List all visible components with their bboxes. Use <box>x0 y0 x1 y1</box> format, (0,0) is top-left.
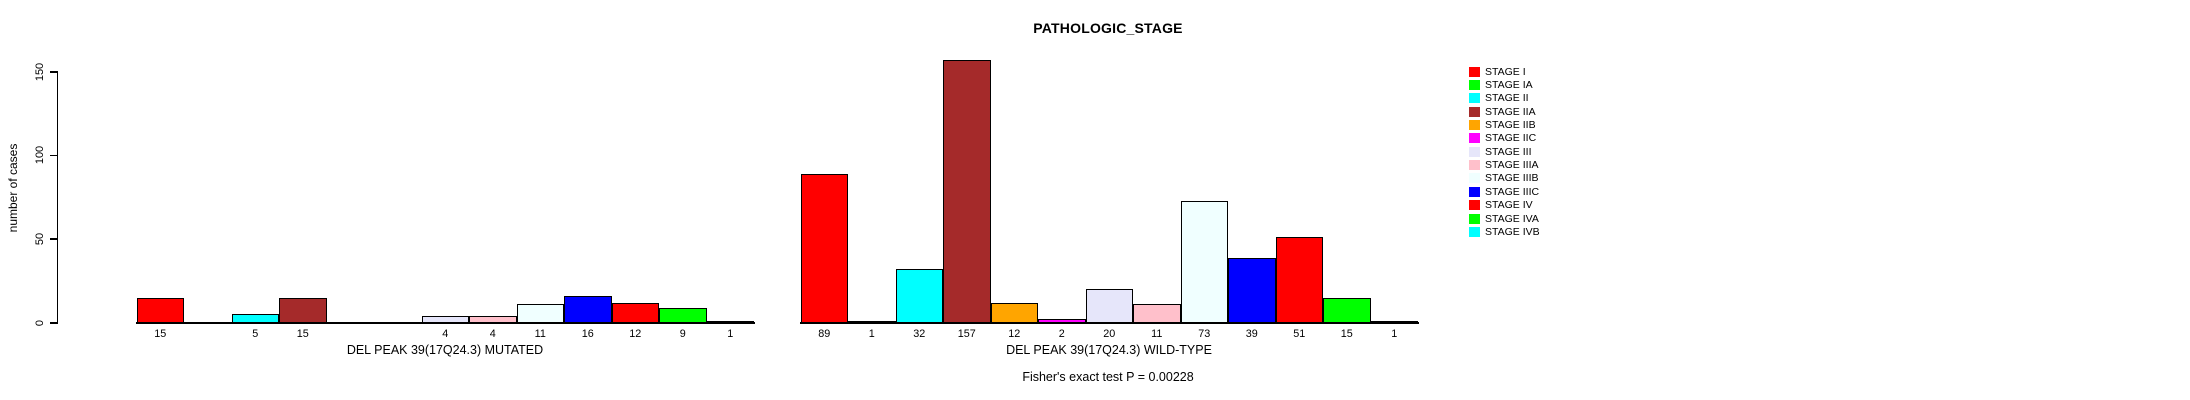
y-axis-tick-label: 150 <box>34 62 46 81</box>
bar-count-label: 15 <box>154 327 167 340</box>
bar-count-label: 16 <box>581 327 594 340</box>
bar-count-label: 157 <box>957 327 976 340</box>
bar-count-label: 15 <box>296 327 309 340</box>
bar-count-label: 11 <box>534 327 546 340</box>
bar-count-label: 73 <box>1198 327 1211 340</box>
y-axis-tick <box>49 154 57 157</box>
legend-label: STAGE IIC <box>1485 132 1537 145</box>
legend-swatch <box>1469 93 1480 104</box>
legend-swatch <box>1469 106 1480 117</box>
legend-swatch <box>1469 200 1480 211</box>
y-axis-tick-label: 50 <box>34 233 46 246</box>
chart-title: PATHOLOGIC_STAGE <box>1033 20 1183 36</box>
bar-count-label: 12 <box>1008 327 1021 340</box>
bar-wildtype-stage-iva <box>1323 297 1371 324</box>
bar-count-label: 89 <box>818 327 831 340</box>
bar-wildtype-stage-iia <box>943 60 991 324</box>
bar-wildtype-stage-i <box>800 173 848 324</box>
legend-swatch <box>1469 160 1480 171</box>
legend-label: STAGE I <box>1485 65 1526 78</box>
legend-swatch <box>1469 173 1480 184</box>
legend-swatch <box>1469 226 1480 237</box>
y-axis-label: number of cases <box>6 143 20 233</box>
bar-count-label: 1 <box>1391 327 1398 340</box>
legend-label: STAGE IIA <box>1485 105 1536 118</box>
bar-count-label: 15 <box>1340 327 1353 340</box>
y-axis-tick-label: 0 <box>34 319 46 326</box>
y-axis-tick-label: 100 <box>34 146 46 165</box>
bar-count-label: 1 <box>727 327 734 340</box>
bar-wildtype-stage-iv <box>1275 237 1323 324</box>
y-axis-tick <box>49 321 57 324</box>
legend-label: STAGE IIIC <box>1485 185 1540 198</box>
bar-count-label: 51 <box>1293 327 1306 340</box>
bar-count-label: 4 <box>442 327 449 340</box>
bar-count-label: 5 <box>252 327 259 340</box>
bar-wildtype-stage-ii <box>895 269 943 324</box>
legend-label: STAGE II <box>1485 92 1529 105</box>
bar-count-label: 2 <box>1058 327 1065 340</box>
legend-swatch <box>1469 66 1480 77</box>
bar-wildtype-stage-iii <box>1085 289 1133 324</box>
legend-swatch <box>1469 133 1480 144</box>
bar-count-label: 12 <box>629 327 642 340</box>
legend-swatch <box>1469 213 1480 224</box>
bar-mutated-stage-i <box>136 297 184 324</box>
legend-label: STAGE IV <box>1485 199 1533 212</box>
x-axis-line <box>799 321 1419 324</box>
fisher-test-result: Fisher's exact test P = 0.00228 <box>1022 370 1194 384</box>
y-axis <box>56 70 59 324</box>
legend-label: STAGE IA <box>1485 78 1533 91</box>
legend-swatch <box>1469 119 1480 130</box>
legend-swatch <box>1469 146 1480 157</box>
legend-label: STAGE IVB <box>1485 225 1540 238</box>
legend-label: STAGE IIIA <box>1485 159 1539 172</box>
x-axis-group-label-wildtype: DEL PEAK 39(17Q24.3) WILD-TYPE <box>1006 343 1212 357</box>
legend-label: STAGE IIB <box>1485 118 1536 131</box>
bar-wildtype-stage-iiic <box>1228 257 1276 324</box>
bar-count-label: 11 <box>1151 327 1163 340</box>
legend-swatch <box>1469 79 1480 90</box>
bar-count-label: 4 <box>489 327 496 340</box>
bar-count-label: 32 <box>913 327 926 340</box>
legend-swatch <box>1469 186 1480 197</box>
bar-count-label: 9 <box>679 327 686 340</box>
legend-label: STAGE III <box>1485 145 1532 158</box>
y-axis-tick <box>49 70 57 73</box>
bar-count-label: 39 <box>1245 327 1258 340</box>
bar-count-label: 20 <box>1103 327 1116 340</box>
legend-label: STAGE IVA <box>1485 212 1539 225</box>
legend-label: STAGE IIIB <box>1485 172 1539 185</box>
x-axis-line <box>135 321 755 324</box>
bar-mutated-stage-iiic <box>564 296 612 324</box>
bar-mutated-stage-iia <box>279 297 327 324</box>
y-axis-tick <box>49 238 57 241</box>
bar-wildtype-stage-iiib <box>1180 200 1228 324</box>
bar-count-label: 1 <box>868 327 875 340</box>
x-axis-group-label-mutated: DEL PEAK 39(17Q24.3) MUTATED <box>346 343 544 357</box>
